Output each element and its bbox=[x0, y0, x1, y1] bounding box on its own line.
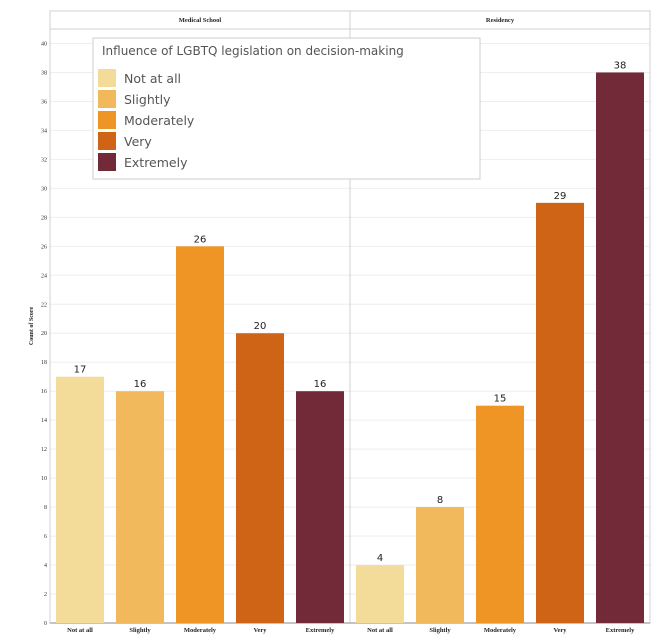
bar bbox=[116, 391, 164, 623]
bar bbox=[416, 507, 464, 623]
bars bbox=[56, 72, 644, 624]
legend-item-label: Not at all bbox=[124, 71, 181, 86]
y-tick-label: 38 bbox=[41, 70, 47, 76]
data-label: 16 bbox=[314, 379, 327, 390]
x-tick-label: Not at all bbox=[367, 627, 393, 634]
data-label: 8 bbox=[437, 495, 443, 506]
bar bbox=[176, 246, 224, 623]
bar bbox=[296, 391, 344, 623]
bar bbox=[596, 72, 644, 623]
legend-item-label: Extremely bbox=[124, 155, 188, 170]
y-tick-label: 32 bbox=[41, 157, 47, 163]
x-tick-label: Very bbox=[253, 627, 267, 634]
facet-title: Residency bbox=[486, 17, 515, 24]
facet-title: Medical School bbox=[179, 17, 222, 24]
y-tick-label: 24 bbox=[41, 273, 47, 279]
legend-title: Influence of LGBTQ legislation on decisi… bbox=[102, 44, 404, 58]
legend-swatch bbox=[98, 153, 116, 171]
legend-box bbox=[92, 37, 481, 180]
bar bbox=[236, 333, 284, 623]
data-label: 26 bbox=[194, 234, 207, 245]
data-label: 38 bbox=[614, 60, 627, 71]
y-tick-label: 28 bbox=[41, 215, 47, 221]
x-tick-label: Very bbox=[553, 627, 567, 634]
bar bbox=[356, 565, 404, 623]
x-tick-label: Extremely bbox=[306, 627, 336, 634]
y-tick-label: 18 bbox=[41, 360, 47, 366]
x-tick-label: Not at all bbox=[67, 627, 93, 634]
y-tick-label: 36 bbox=[41, 99, 47, 105]
legend-item-label: Slightly bbox=[124, 92, 171, 107]
data-label: 17 bbox=[74, 365, 87, 376]
y-tick-label: 10 bbox=[41, 476, 47, 482]
labels: 0246810121416182022242628303234363840Cou… bbox=[29, 17, 635, 634]
legend-item-label: Very bbox=[124, 134, 152, 149]
y-tick-label: 0 bbox=[44, 621, 47, 627]
y-tick-label: 22 bbox=[41, 302, 47, 308]
y-tick-label: 26 bbox=[41, 244, 47, 250]
y-tick-label: 2 bbox=[44, 592, 47, 598]
bar bbox=[536, 202, 584, 624]
legend-swatch bbox=[98, 111, 116, 129]
y-tick-label: 8 bbox=[44, 505, 47, 511]
x-tick-label: Moderately bbox=[484, 627, 517, 634]
y-tick-label: 20 bbox=[41, 331, 47, 337]
x-tick-label: Slightly bbox=[129, 627, 151, 634]
y-tick-label: 40 bbox=[41, 41, 47, 47]
y-tick-label: 6 bbox=[44, 534, 47, 540]
data-label: 4 bbox=[377, 553, 383, 564]
y-tick-label: 16 bbox=[41, 389, 47, 395]
x-tick-label: Slightly bbox=[429, 627, 451, 634]
data-label: 20 bbox=[254, 321, 267, 332]
legend-swatch bbox=[98, 90, 116, 108]
legend-swatch bbox=[98, 69, 116, 87]
data-label: 15 bbox=[494, 394, 507, 405]
legend: Influence of LGBTQ legislation on decisi… bbox=[92, 37, 481, 180]
bar bbox=[56, 376, 104, 623]
legend-swatch bbox=[98, 132, 116, 150]
y-tick-label: 30 bbox=[41, 186, 47, 192]
x-tick-label: Moderately bbox=[184, 627, 217, 634]
x-tick-label: Extremely bbox=[606, 627, 636, 634]
bar bbox=[476, 405, 524, 623]
data-label: 16 bbox=[134, 379, 147, 390]
y-tick-label: 34 bbox=[41, 128, 47, 134]
y-tick-label: 14 bbox=[41, 418, 47, 424]
y-tick-label: 4 bbox=[44, 563, 47, 569]
y-axis-label: Count of Score bbox=[29, 307, 35, 346]
legend-item-label: Moderately bbox=[124, 113, 195, 128]
data-label: 29 bbox=[554, 191, 567, 202]
y-tick-label: 12 bbox=[41, 447, 47, 453]
